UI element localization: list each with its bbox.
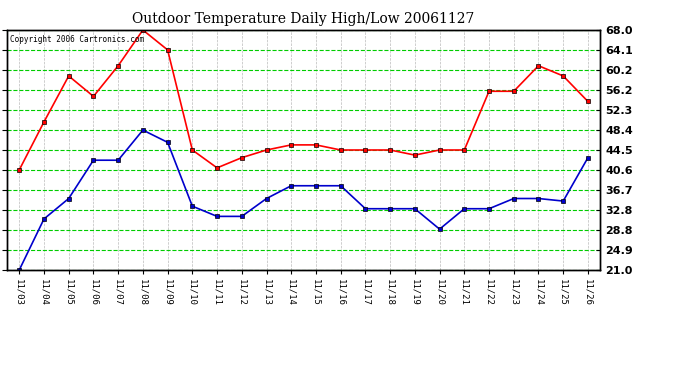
- Text: Copyright 2006 Cartronics.com: Copyright 2006 Cartronics.com: [10, 35, 144, 44]
- Title: Outdoor Temperature Daily High/Low 20061127: Outdoor Temperature Daily High/Low 20061…: [132, 12, 475, 26]
